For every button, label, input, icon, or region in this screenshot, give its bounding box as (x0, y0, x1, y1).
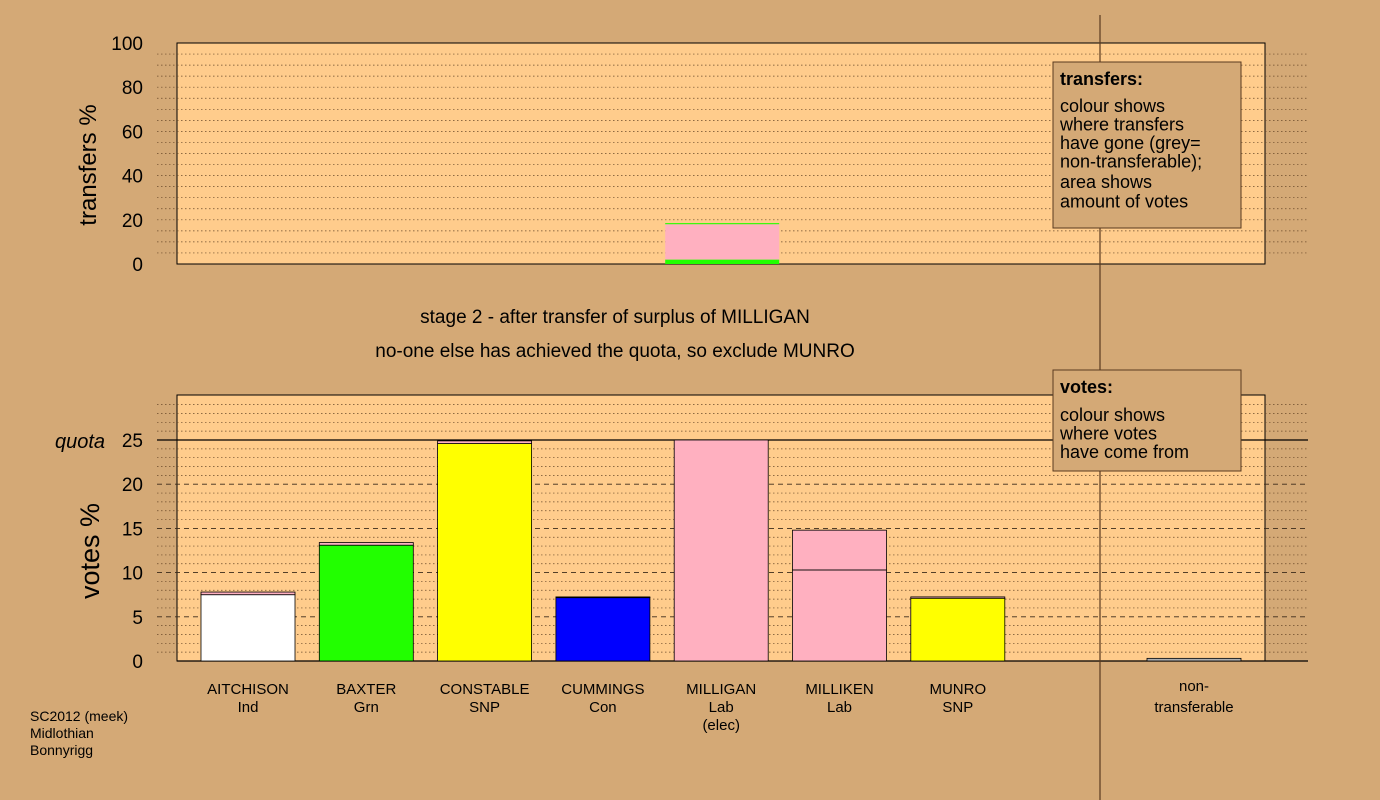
transfers-legend-line: non-transferable); (1060, 152, 1202, 172)
votes-bar-segment (318, 542, 414, 546)
votes-bar-segment (792, 529, 887, 571)
transfers-bar-segment (665, 224, 780, 260)
candidate-status: (elec) (702, 717, 740, 734)
footer-ward: Bonnyrigg (30, 742, 93, 758)
votes-bar-segment (910, 596, 1006, 599)
quota-label: quota (55, 431, 105, 453)
candidate-party: SNP (469, 699, 500, 716)
transfers-legend-line: colour shows (1060, 96, 1165, 116)
nontransferable-label: non- (1179, 678, 1209, 695)
stage-description: stage 2 - after transfer of surplus of M… (420, 307, 810, 328)
transfers-legend-line: have gone (grey= (1060, 133, 1201, 153)
transfers-bar-segment (665, 259, 780, 264)
votes-tick-label: 15 (122, 519, 143, 540)
candidate-party: Lab (827, 699, 852, 716)
transfers-tick-label: 100 (111, 34, 143, 55)
votes-bar-segment (318, 544, 414, 662)
transfers-axis-title: transfers % (75, 104, 102, 225)
transfers-bar-segment (665, 223, 780, 225)
votes-bar-segment (200, 594, 296, 662)
candidate-name: CONSTABLE (440, 681, 530, 698)
votes-axis-title: votes % (75, 503, 105, 599)
votes-legend-line: have come from (1060, 442, 1189, 462)
votes-bar-segment (555, 596, 651, 662)
transfers-legend-line: where transfers (1059, 115, 1184, 135)
votes-tick-label: 20 (122, 475, 143, 496)
votes-legend-title: votes: (1060, 377, 1113, 397)
transfers-tick-label: 60 (122, 122, 143, 143)
transfers-legend-line: area shows (1060, 172, 1152, 192)
transfers-tick-label: 20 (122, 211, 143, 232)
votes-tick-label: 5 (132, 608, 143, 629)
candidate-name: AITCHISON (207, 681, 289, 698)
footer-election: SC2012 (meek) (30, 708, 128, 724)
votes-tick-label: 10 (122, 564, 143, 585)
candidate-name: MUNRO (929, 681, 986, 698)
transfers-legend-box (1052, 61, 1242, 229)
votes-bar-segment (437, 440, 533, 444)
votes-tick-label: 0 (132, 652, 143, 673)
transfers-legend-line: amount of votes (1060, 192, 1188, 212)
transfers-tick-label: 0 (132, 255, 143, 276)
candidate-name: CUMMINGS (561, 681, 644, 698)
candidate-party: Lab (709, 699, 734, 716)
stage-decision: no-one else has achieved the quota, so e… (375, 341, 855, 362)
nontransferable-label: transferable (1154, 699, 1233, 716)
candidate-party: Grn (354, 699, 379, 716)
votes-legend-line: colour shows (1060, 405, 1165, 425)
candidate-party: Con (589, 699, 617, 716)
votes-bar-segment (792, 569, 887, 662)
nontransferable-bar (1146, 657, 1242, 662)
candidate-name: BAXTER (336, 681, 396, 698)
transfers-legend-title: transfers: (1060, 69, 1143, 89)
votes-legend-box (1052, 369, 1242, 472)
votes-bar-segment (673, 439, 769, 662)
transfers-tick-label: 80 (122, 78, 143, 99)
candidate-name: MILLIGAN (686, 681, 756, 698)
votes-bar-segment (200, 591, 296, 596)
candidate-party: SNP (942, 699, 973, 716)
votes-tick-label: 25 (122, 431, 143, 452)
votes-bar-segment (910, 597, 1006, 662)
votes-bar-segment (437, 443, 533, 662)
votes-legend-line: where votes (1059, 424, 1157, 444)
transfers-tick-label: 40 (122, 167, 143, 188)
candidate-party: Ind (238, 699, 259, 716)
votes-bar-segment (555, 596, 651, 599)
footer-council: Midlothian (30, 725, 94, 741)
candidate-name: MILLIKEN (805, 681, 873, 698)
